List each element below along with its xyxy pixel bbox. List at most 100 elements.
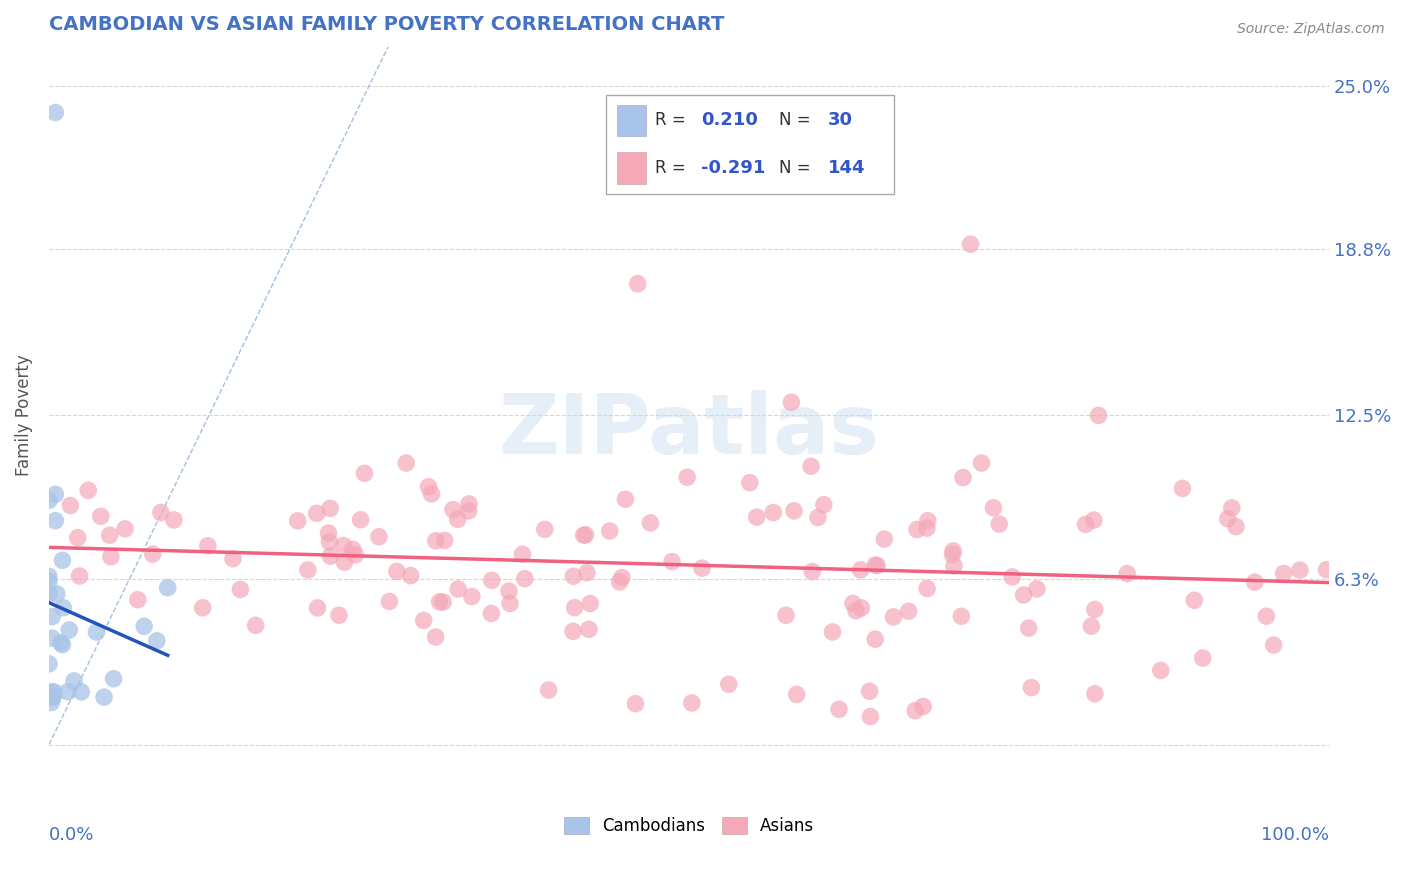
Point bbox=[579, 597, 602, 611]
Text: ZIPatlas: ZIPatlas bbox=[499, 390, 879, 471]
Point bbox=[1316, 563, 1339, 577]
Point bbox=[425, 533, 447, 548]
Point bbox=[499, 597, 522, 611]
Point bbox=[780, 395, 803, 409]
Point bbox=[103, 672, 125, 686]
Point bbox=[783, 504, 806, 518]
Point bbox=[86, 625, 108, 640]
Point bbox=[614, 492, 637, 507]
Point bbox=[1116, 566, 1139, 581]
Point bbox=[904, 704, 927, 718]
Point bbox=[318, 535, 340, 549]
Point bbox=[66, 531, 89, 545]
Point bbox=[418, 480, 440, 494]
Point bbox=[56, 684, 79, 698]
Point bbox=[1182, 593, 1205, 607]
Point bbox=[533, 522, 555, 536]
Point bbox=[1026, 582, 1049, 596]
Point bbox=[865, 558, 887, 572]
Point bbox=[859, 684, 882, 698]
Point bbox=[575, 528, 598, 542]
Point bbox=[952, 470, 974, 484]
Point bbox=[222, 551, 245, 566]
Point bbox=[58, 623, 80, 637]
Point bbox=[457, 504, 479, 518]
Point bbox=[988, 517, 1011, 532]
Point bbox=[432, 595, 454, 609]
Point bbox=[41, 695, 63, 709]
Point bbox=[970, 456, 993, 470]
Point bbox=[191, 600, 214, 615]
Point bbox=[828, 702, 851, 716]
Point bbox=[821, 624, 844, 639]
Point bbox=[1216, 512, 1239, 526]
Point bbox=[479, 607, 502, 621]
Point bbox=[640, 516, 662, 530]
Point bbox=[537, 683, 560, 698]
Y-axis label: Family Poverty: Family Poverty bbox=[15, 354, 32, 476]
Point bbox=[786, 687, 808, 701]
Point bbox=[461, 590, 484, 604]
Point bbox=[905, 523, 928, 537]
Point bbox=[849, 563, 872, 577]
Point bbox=[458, 497, 481, 511]
Point bbox=[1263, 638, 1285, 652]
Point bbox=[245, 618, 267, 632]
Point bbox=[42, 690, 65, 705]
Point bbox=[1225, 519, 1247, 533]
Point bbox=[1272, 566, 1295, 581]
Point bbox=[800, 459, 823, 474]
Point bbox=[681, 696, 703, 710]
Point bbox=[1074, 517, 1097, 532]
Point bbox=[333, 555, 356, 569]
Point bbox=[1087, 409, 1109, 423]
Point bbox=[447, 582, 470, 596]
Point bbox=[661, 555, 683, 569]
Point bbox=[599, 524, 621, 538]
Point bbox=[859, 709, 882, 723]
Point bbox=[378, 594, 401, 608]
Point bbox=[851, 601, 873, 615]
Point bbox=[197, 539, 219, 553]
Point bbox=[420, 487, 443, 501]
Point bbox=[127, 592, 149, 607]
Point bbox=[42, 685, 65, 699]
Point bbox=[717, 677, 740, 691]
Point bbox=[498, 584, 520, 599]
Point bbox=[399, 568, 422, 582]
Point bbox=[77, 483, 100, 498]
Point bbox=[481, 574, 503, 588]
Point bbox=[63, 673, 86, 688]
Point bbox=[69, 569, 91, 583]
Point bbox=[917, 514, 939, 528]
Text: 0.0%: 0.0% bbox=[49, 826, 94, 844]
Point bbox=[513, 572, 536, 586]
Point bbox=[149, 506, 172, 520]
Point bbox=[44, 105, 66, 120]
Point bbox=[1150, 664, 1173, 678]
Point bbox=[738, 475, 761, 490]
Point bbox=[163, 513, 186, 527]
Point bbox=[863, 632, 886, 647]
Point bbox=[412, 614, 434, 628]
Point bbox=[38, 493, 60, 508]
Point bbox=[93, 690, 115, 705]
Point bbox=[305, 506, 328, 520]
Point bbox=[1191, 651, 1213, 665]
Point bbox=[51, 553, 73, 567]
Point bbox=[229, 582, 252, 597]
Point bbox=[51, 638, 73, 652]
Point bbox=[1084, 687, 1107, 701]
Point bbox=[429, 595, 451, 609]
Point bbox=[441, 502, 464, 516]
Point bbox=[578, 622, 600, 636]
Point bbox=[912, 699, 935, 714]
Point bbox=[49, 636, 72, 650]
Point bbox=[342, 542, 364, 557]
Point bbox=[562, 624, 585, 639]
Point bbox=[609, 574, 631, 589]
Point bbox=[873, 532, 896, 546]
Point bbox=[42, 690, 65, 705]
Point bbox=[1289, 563, 1312, 577]
Point bbox=[349, 513, 371, 527]
